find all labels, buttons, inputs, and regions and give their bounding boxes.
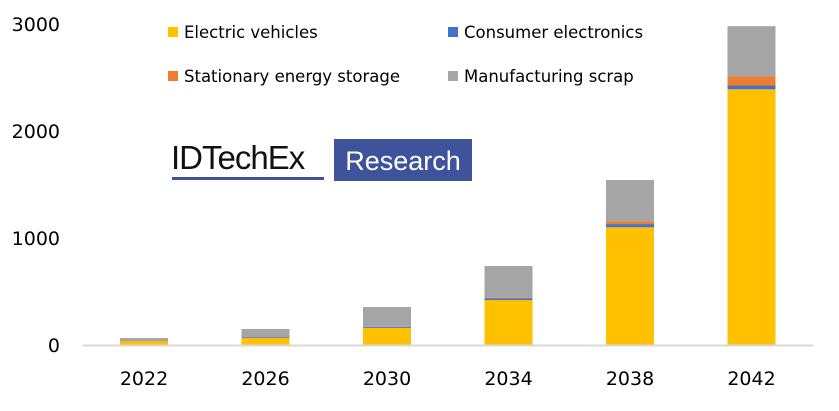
legend-swatch xyxy=(448,71,458,81)
logo-underline xyxy=(172,177,324,180)
logo-brand-text: IDTechEx xyxy=(171,139,306,176)
bar-segment-electric-vehicles-2022 xyxy=(120,341,168,345)
bar-segment-manufacturing-scrap-2022 xyxy=(120,338,168,341)
x-tick-labels: 2022 2026 2030 2034 2038 2042 xyxy=(120,368,776,390)
bar-segment-consumer-electronics-2026 xyxy=(241,337,290,339)
y-tick-label: 0 xyxy=(48,335,60,357)
x-tick-label: 2030 xyxy=(363,368,411,390)
y-tick-label: 2000 xyxy=(12,121,60,143)
bar-segment-electric-vehicles-2042 xyxy=(727,89,776,346)
legend-label: Stationary energy storage xyxy=(184,67,400,86)
bar-segment-manufacturing-scrap-2042 xyxy=(727,26,776,77)
legend-swatch xyxy=(448,27,458,37)
legend: Electric vehicles Consumer electronics Sta… xyxy=(168,23,643,86)
legend-item: Electric vehicles xyxy=(168,23,318,42)
idtechex-logo: IDTechEx Research xyxy=(171,139,472,181)
bar-segment-electric-vehicles-2030 xyxy=(363,327,411,345)
legend-label: Electric vehicles xyxy=(184,23,318,42)
legend-label: Manufacturing scrap xyxy=(464,67,634,86)
bar-segment-consumer-electronics-2034 xyxy=(484,298,533,301)
x-tick-label: 2034 xyxy=(484,368,532,390)
y-tick-label: 3000 xyxy=(12,14,60,36)
logo-badge-text: Research xyxy=(345,146,461,176)
bar-segment-electric-vehicles-2026 xyxy=(241,338,290,345)
bar-segment-consumer-electronics-2042 xyxy=(727,85,776,90)
legend-label: Consumer electronics xyxy=(464,23,643,42)
x-tick-label: 2022 xyxy=(120,368,168,390)
x-tick-label: 2038 xyxy=(606,368,654,390)
bars xyxy=(120,26,776,346)
bar-segment-manufacturing-scrap-2030 xyxy=(363,307,411,327)
legend-item: Manufacturing scrap xyxy=(448,67,634,86)
bar-segment-consumer-electronics-2030 xyxy=(363,326,411,328)
bar-segment-manufacturing-scrap-2034 xyxy=(484,266,533,298)
bar-segment-stationary-energy-storage-2042 xyxy=(727,76,776,86)
legend-item: Stationary energy storage xyxy=(168,67,400,86)
bar-segment-consumer-electronics-2038 xyxy=(606,224,654,228)
logo-badge xyxy=(334,139,472,181)
bar-segment-electric-vehicles-2034 xyxy=(484,300,533,345)
bar-segment-electric-vehicles-2038 xyxy=(606,227,654,345)
bar-segment-stationary-energy-storage-2034 xyxy=(484,297,533,299)
bar-segment-stationary-energy-storage-2038 xyxy=(606,221,654,225)
legend-item: Consumer electronics xyxy=(448,23,643,42)
y-tick-label: 1000 xyxy=(12,228,60,250)
x-tick-label: 2042 xyxy=(727,368,775,390)
legend-swatch xyxy=(168,71,178,81)
y-tick-labels: 0 1000 2000 3000 xyxy=(12,14,60,357)
x-tick-label: 2026 xyxy=(241,368,289,390)
bar-segment-manufacturing-scrap-2038 xyxy=(606,180,654,222)
bar-segment-manufacturing-scrap-2026 xyxy=(241,328,290,338)
legend-swatch xyxy=(168,27,178,37)
